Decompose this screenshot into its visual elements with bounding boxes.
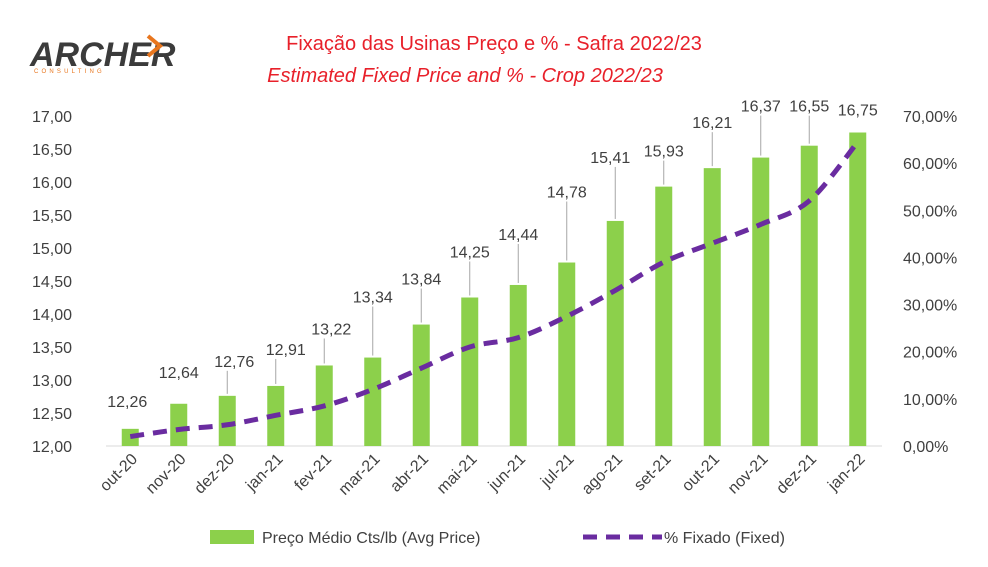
bar: [412, 324, 430, 446]
bar-data-label: 12,64: [159, 365, 199, 382]
bar-data-label: 14,44: [498, 227, 538, 244]
bar: [752, 157, 770, 446]
left-tick-label: 12,50: [32, 406, 72, 423]
x-tick-label: mar-21: [336, 451, 384, 499]
left-tick-label: 15,50: [32, 208, 72, 225]
left-axis: 12,00 12,50 13,00 13,50 14,00 14,50 15,00 15,50…: [32, 109, 72, 456]
right-tick-label: 10,00%: [903, 392, 957, 409]
bar-data-label: 14,78: [547, 185, 587, 202]
x-tick-label: jan-21: [242, 451, 286, 495]
left-tick-label: 14,00: [32, 307, 72, 324]
bar: [364, 357, 382, 446]
legend-line-label: % Fixado (Fixed): [664, 530, 785, 547]
chart-title: Fixação das Usinas Preço e % - Safra 202…: [286, 33, 702, 55]
bar: [655, 186, 673, 446]
bar: [509, 284, 527, 446]
legend-bar-label: Preço Médio Cts/lb (Avg Price): [262, 530, 480, 547]
bar: [121, 428, 139, 446]
right-tick-label: 0,00%: [903, 439, 948, 456]
logo-arrow-icon: [146, 34, 164, 58]
left-tick-label: 16,00: [32, 175, 72, 192]
right-tick-label: 60,00%: [903, 156, 957, 173]
bar-data-label: 14,25: [450, 245, 490, 262]
left-tick-label: 12,00: [32, 439, 72, 456]
left-tick-label: 16,50: [32, 142, 72, 159]
legend-bar-swatch: [210, 530, 254, 544]
x-tick-label: out-21: [679, 451, 723, 495]
bar-data-label: 16,55: [789, 99, 829, 116]
bar: [558, 262, 576, 446]
right-tick-label: 30,00%: [903, 298, 957, 315]
bar-data-label: 13,84: [401, 272, 441, 289]
bar-data-label: 12,91: [266, 342, 306, 359]
bar: [703, 168, 721, 446]
bar-data-label: 16,75: [838, 103, 878, 120]
fixed-percent-line: [129, 140, 860, 440]
bar-data-label: 12,26: [107, 394, 147, 411]
left-tick-label: 14,50: [32, 274, 72, 291]
x-tick-label: dez-20: [191, 451, 238, 498]
bar: [170, 403, 188, 446]
logo-subtext: CONSULTING: [34, 69, 105, 75]
bar: [606, 220, 624, 446]
bar: [218, 395, 236, 446]
bar-data-label: 15,41: [590, 150, 630, 167]
right-axis: 0,00% 10,00% 20,00% 30,00% 40,00% 50,00% 60,00…: [903, 109, 957, 456]
legend: Preço Médio Cts/lb (Avg Price) % Fixado …: [210, 530, 785, 547]
x-axis-labels: out-20 nov-20 dez-20 jan-21 fev-21 mar-21 abr-…: [97, 451, 869, 499]
left-tick-label: 13,50: [32, 340, 72, 357]
chart-subtitle: Estimated Fixed Price and % - Crop 2022/…: [267, 65, 663, 87]
x-tick-label: ago-21: [579, 451, 626, 498]
bar-data-label: 15,93: [644, 144, 684, 161]
bar-data-label: 16,37: [741, 99, 781, 116]
right-tick-label: 20,00%: [903, 345, 957, 362]
x-tick-label: nov-21: [725, 451, 772, 498]
left-tick-label: 15,00: [32, 241, 72, 258]
right-tick-label: 70,00%: [903, 109, 957, 126]
bar-data-label: 12,76: [214, 354, 254, 371]
left-tick-label: 17,00: [32, 109, 72, 126]
left-tick-label: 13,00: [32, 373, 72, 390]
bar-data-label: 13,22: [311, 321, 351, 338]
x-tick-label: jul-21: [537, 451, 577, 491]
x-tick-label: nov-20: [143, 451, 190, 498]
label-leaders: [226, 115, 810, 394]
x-tick-label: mai-21: [434, 451, 481, 498]
bar: [800, 145, 818, 446]
bar: [849, 132, 867, 446]
x-tick-label: dez-21: [773, 451, 820, 498]
bar-data-label: 13,34: [353, 290, 393, 307]
x-tick-label: out-20: [97, 451, 141, 495]
right-tick-label: 40,00%: [903, 250, 957, 267]
bar: [461, 297, 479, 446]
bars: [121, 132, 867, 446]
x-tick-label: abr-21: [387, 451, 432, 496]
x-tick-label: jun-21: [485, 451, 529, 495]
x-tick-label: jan-22: [824, 451, 868, 495]
right-tick-label: 50,00%: [903, 203, 957, 220]
x-tick-label: fev-21: [292, 451, 336, 495]
bar-data-label: 16,21: [692, 115, 732, 132]
archer-logo: ARCHER CONSULTING: [29, 34, 176, 75]
x-tick-label: set-21: [631, 451, 675, 495]
